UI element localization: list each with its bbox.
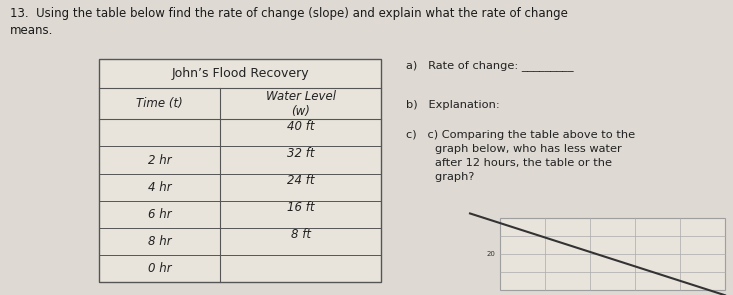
- Text: 40 ft: 40 ft: [287, 119, 314, 132]
- Text: a)   Rate of change: _________: a) Rate of change: _________: [406, 60, 574, 71]
- Text: Water Level
(w): Water Level (w): [266, 90, 336, 118]
- Text: 8 ft: 8 ft: [291, 228, 311, 241]
- Text: 13.  Using the table below find the rate of change (slope) and explain what the : 13. Using the table below find the rate …: [10, 7, 568, 37]
- Text: John’s Flood Recovery: John’s Flood Recovery: [172, 67, 309, 80]
- Text: 8 hr: 8 hr: [148, 235, 172, 248]
- Text: 24 ft: 24 ft: [287, 174, 314, 187]
- Text: 4 hr: 4 hr: [148, 181, 172, 194]
- Text: 2 hr: 2 hr: [148, 153, 172, 167]
- Text: 6 hr: 6 hr: [148, 208, 172, 221]
- Text: 20: 20: [486, 251, 495, 257]
- Text: c)   c) Comparing the table above to the
        graph below, who has less water: c) c) Comparing the table above to the g…: [406, 130, 636, 182]
- Text: 32 ft: 32 ft: [287, 147, 314, 160]
- Text: 0 hr: 0 hr: [148, 262, 172, 275]
- Text: Time (t): Time (t): [136, 97, 183, 110]
- Bar: [500, 218, 725, 290]
- Text: 16 ft: 16 ft: [287, 201, 314, 214]
- Text: b)   Explanation:: b) Explanation:: [406, 100, 500, 110]
- Bar: [99, 59, 381, 282]
